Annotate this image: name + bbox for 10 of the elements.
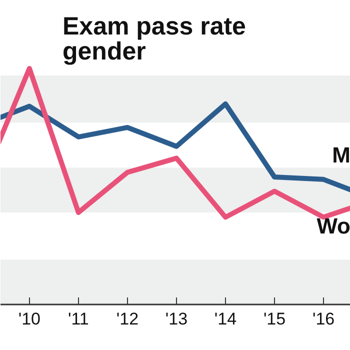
x-tick-label: '11 [68, 310, 89, 328]
series-label: Wo [316, 213, 350, 238]
series-label: M [332, 142, 350, 168]
x-tick-label: '14 [214, 310, 237, 328]
x-tick-label: '15 [263, 310, 286, 328]
x-tick-label: '16 [312, 310, 335, 328]
x-tick-label: '12 [116, 310, 139, 328]
chart-title: Exam pass rate gender [62, 12, 246, 66]
x-tick-label: '10 [18, 310, 40, 328]
x-tick-label: '13 [165, 310, 188, 328]
